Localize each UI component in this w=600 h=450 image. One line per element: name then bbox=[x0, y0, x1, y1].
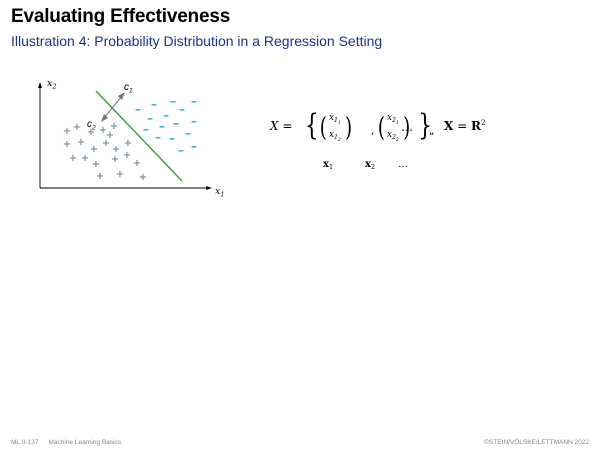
class2-label: c2 bbox=[87, 119, 96, 132]
class-direction-arrowhead-1 bbox=[118, 92, 125, 100]
plus-point: + bbox=[102, 138, 110, 149]
plus-point: + bbox=[124, 138, 132, 149]
slide-code: ML:II-137 bbox=[11, 439, 39, 446]
decision-boundary bbox=[95, 90, 183, 182]
plus-point: + bbox=[81, 153, 89, 164]
minus-point bbox=[185, 133, 191, 135]
space-definition: X = R2 bbox=[444, 119, 485, 133]
plus-point: + bbox=[99, 125, 107, 136]
formula-lhs: X = bbox=[269, 119, 292, 133]
vector2-label: x2 bbox=[365, 159, 375, 171]
slide-title: Evaluating Effectiveness bbox=[11, 6, 231, 27]
plus-point: + bbox=[87, 127, 95, 138]
vector-ellipsis: … bbox=[398, 159, 408, 170]
plus-point: + bbox=[139, 172, 147, 183]
positive-class-points: + + + + ++ ++++++ ++ + +++ + ++ bbox=[63, 121, 147, 183]
slide-subtitle: Illustration 4: Probability Distribution… bbox=[11, 33, 383, 49]
minus-point bbox=[191, 146, 197, 148]
negative-class-points bbox=[135, 101, 197, 152]
class-direction-arrowhead-2 bbox=[101, 114, 108, 122]
plus-point: + bbox=[111, 154, 119, 165]
set-definition-formula: X = { ( x11 x12 ) , ( x21 x22 ) , … } , … bbox=[269, 109, 485, 171]
x-axis-label: x1 bbox=[215, 186, 225, 199]
plus-point: + bbox=[123, 150, 131, 161]
plus-point: + bbox=[69, 153, 77, 164]
minus-point bbox=[191, 101, 197, 103]
x-axis-arrow bbox=[206, 186, 212, 190]
class1-label: c1 bbox=[124, 82, 133, 95]
left-brace: { bbox=[305, 109, 319, 143]
vector1-top: x11 bbox=[329, 113, 341, 126]
vector2-left-paren: ( bbox=[378, 113, 385, 143]
y-axis-arrow bbox=[38, 82, 42, 88]
plus-point: + bbox=[92, 159, 100, 170]
right-brace: } bbox=[418, 109, 432, 143]
plus-point: + bbox=[63, 139, 71, 150]
plus-point: + bbox=[96, 171, 104, 182]
y-axis-label: x2 bbox=[47, 78, 57, 91]
comma-1: , bbox=[371, 124, 375, 137]
minus-point bbox=[170, 101, 176, 103]
minus-point bbox=[155, 137, 161, 139]
footer-copyright: ©STEIN/VÖLSKE/LETTMANN 2022 bbox=[484, 439, 589, 446]
plus-point: + bbox=[77, 137, 85, 148]
minus-point bbox=[151, 104, 157, 106]
vector1-bottom: x12 bbox=[329, 130, 341, 143]
plus-point: + bbox=[73, 122, 81, 133]
footer-left: ML:II-137 Machine Learning Basics bbox=[11, 439, 121, 446]
vector1-left-paren: ( bbox=[320, 113, 327, 143]
plus-point: + bbox=[63, 126, 71, 137]
vector1-label: x1 bbox=[323, 159, 333, 171]
plus-point: + bbox=[116, 169, 124, 180]
classification-figure: x2 x1 c1 c2 + + + + ++ ++++++ ++ + +++ + ++ bbox=[38, 78, 225, 199]
minus-point bbox=[163, 115, 169, 117]
minus-point bbox=[173, 123, 179, 125]
minus-point bbox=[191, 121, 197, 123]
plus-point: + bbox=[90, 144, 98, 155]
class-direction-arrow bbox=[103, 95, 123, 119]
course-name: Machine Learning Basics bbox=[48, 439, 122, 446]
comma-3: , bbox=[431, 124, 435, 137]
set-ellipsis: … bbox=[401, 120, 413, 134]
minus-point bbox=[143, 129, 149, 131]
plus-point: + bbox=[133, 158, 141, 169]
minus-point bbox=[169, 138, 175, 140]
minus-point bbox=[179, 109, 185, 111]
vector1-right-paren: ) bbox=[345, 113, 352, 143]
plus-point: + bbox=[112, 144, 120, 155]
minus-point bbox=[159, 126, 165, 128]
comma-2: , bbox=[429, 124, 433, 137]
vector2-bottom: x22 bbox=[387, 130, 399, 143]
vector2-right-paren: ) bbox=[403, 113, 410, 143]
vector2-top: x21 bbox=[387, 113, 399, 126]
minus-point bbox=[178, 150, 184, 152]
plus-point: + bbox=[106, 130, 114, 141]
minus-point bbox=[147, 118, 153, 120]
plus-point: + bbox=[110, 121, 118, 132]
minus-point bbox=[135, 109, 141, 111]
